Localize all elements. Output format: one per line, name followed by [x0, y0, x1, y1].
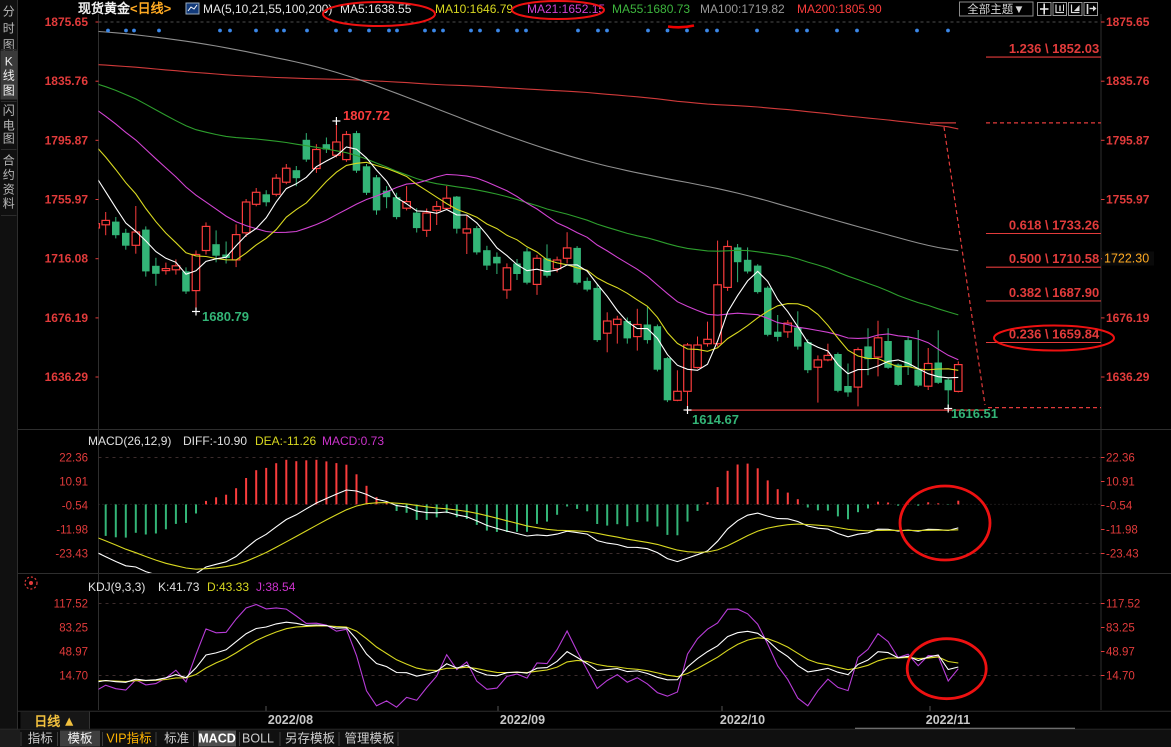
svg-text:<日线>: <日线> [130, 1, 172, 16]
svg-text:1614.67: 1614.67 [692, 412, 739, 427]
svg-text:料: 料 [3, 197, 15, 211]
svg-text:BOLL: BOLL [242, 732, 274, 746]
svg-text:指标: 指标 [28, 731, 53, 746]
svg-text:48.97: 48.97 [59, 647, 88, 659]
svg-text:日线: 日线 [34, 714, 60, 729]
svg-text:1722.30: 1722.30 [1104, 252, 1149, 266]
svg-text:MA5:1638.55: MA5:1638.55 [340, 2, 412, 16]
svg-text:117.52: 117.52 [54, 599, 88, 611]
svg-text:全部主题▼: 全部主题▼ [967, 2, 1024, 16]
svg-text:2022/11: 2022/11 [926, 713, 971, 727]
svg-text:另存模板: 另存模板 [285, 732, 336, 746]
svg-text:0.236 \ 1659.84: 0.236 \ 1659.84 [1009, 327, 1100, 342]
svg-text:22.36: 22.36 [59, 453, 88, 465]
svg-text:0.382 \ 1687.90: 0.382 \ 1687.90 [1009, 285, 1099, 300]
svg-text:2022/08: 2022/08 [268, 713, 313, 727]
svg-text:1636.29: 1636.29 [1106, 370, 1150, 384]
svg-text:22.36: 22.36 [1106, 453, 1135, 465]
svg-text:标准: 标准 [164, 732, 189, 746]
svg-text:MA(5,10,21,55,100,200): MA(5,10,21,55,100,200) [203, 2, 332, 16]
svg-text:10.91: 10.91 [1106, 477, 1135, 489]
svg-text:117.52: 117.52 [1106, 599, 1140, 611]
svg-text:图: 图 [3, 132, 15, 146]
svg-text:-23.43: -23.43 [55, 549, 88, 561]
svg-text:1835.76: 1835.76 [1106, 74, 1150, 88]
svg-text:1716.08: 1716.08 [45, 252, 89, 266]
svg-text:电: 电 [3, 119, 15, 133]
svg-text:14.70: 14.70 [1106, 671, 1135, 683]
svg-text:-0.54: -0.54 [1106, 501, 1133, 513]
svg-text:1676.19: 1676.19 [1106, 311, 1150, 325]
svg-text:MACD(26,12,9): MACD(26,12,9) [88, 434, 171, 448]
svg-text:-11.98: -11.98 [56, 525, 88, 537]
svg-text:分: 分 [3, 5, 15, 19]
svg-text:约: 约 [3, 167, 15, 182]
svg-text:K:41.73: K:41.73 [158, 580, 200, 594]
svg-text:K: K [5, 55, 13, 69]
svg-text:1795.87: 1795.87 [1106, 133, 1150, 147]
svg-text:线: 线 [3, 69, 15, 83]
svg-text:83.25: 83.25 [59, 623, 88, 635]
svg-text:KDJ(9,3,3): KDJ(9,3,3) [88, 580, 145, 594]
svg-text:1755.97: 1755.97 [1106, 193, 1150, 207]
svg-text:1616.51: 1616.51 [951, 406, 998, 421]
svg-text:-11.98: -11.98 [1106, 525, 1138, 537]
svg-text:-23.43: -23.43 [1106, 549, 1139, 561]
svg-text:时: 时 [3, 21, 15, 35]
svg-text:83.25: 83.25 [1106, 623, 1135, 635]
svg-text:2022/10: 2022/10 [720, 713, 765, 727]
svg-text:MA100:1719.82: MA100:1719.82 [700, 2, 785, 16]
svg-text:模板: 模板 [67, 732, 93, 746]
svg-text:D:43.33: D:43.33 [207, 580, 249, 594]
svg-text:MA55:1680.73: MA55:1680.73 [612, 2, 690, 16]
svg-text:-0.54: -0.54 [62, 501, 89, 513]
svg-text:管理模板: 管理模板 [344, 731, 395, 746]
svg-text:48.97: 48.97 [1106, 647, 1135, 659]
svg-text:1755.97: 1755.97 [45, 193, 89, 207]
svg-text:J:38.54: J:38.54 [256, 580, 296, 594]
svg-text:14.70: 14.70 [59, 671, 88, 683]
svg-text:2022/09: 2022/09 [500, 713, 545, 727]
svg-text:现货黄金: 现货黄金 [78, 1, 131, 16]
svg-text:MA200:1805.90: MA200:1805.90 [797, 2, 882, 16]
svg-text:图: 图 [3, 38, 15, 52]
svg-text:1795.87: 1795.87 [45, 133, 89, 147]
svg-text:10.91: 10.91 [59, 477, 88, 489]
svg-text:VIP指标: VIP指标 [106, 731, 151, 746]
svg-text:1636.29: 1636.29 [45, 370, 89, 384]
svg-text:0.618 \ 1733.26: 0.618 \ 1733.26 [1009, 218, 1099, 233]
svg-text:1676.19: 1676.19 [45, 311, 89, 325]
svg-text:1680.79: 1680.79 [202, 309, 249, 324]
svg-text:图: 图 [3, 84, 15, 98]
svg-text:0.500 \ 1710.58: 0.500 \ 1710.58 [1009, 251, 1099, 266]
svg-text:资: 资 [3, 182, 15, 196]
svg-text:1875.65: 1875.65 [1106, 15, 1150, 29]
svg-text:DIFF:-10.90: DIFF:-10.90 [183, 434, 247, 448]
svg-text:1.236 \ 1852.03: 1.236 \ 1852.03 [1009, 41, 1099, 56]
svg-text:1875.65: 1875.65 [45, 15, 89, 29]
svg-text:MA10:1646.79: MA10:1646.79 [435, 2, 513, 16]
svg-text:1835.76: 1835.76 [45, 74, 89, 88]
svg-text:1807.72: 1807.72 [343, 108, 390, 123]
svg-text:MA21:1652.15: MA21:1652.15 [527, 2, 605, 16]
svg-text:DEA:-11.26: DEA:-11.26 [255, 434, 316, 448]
svg-text:MACD: MACD [198, 732, 236, 746]
svg-text:合: 合 [3, 153, 15, 168]
svg-text:闪: 闪 [3, 104, 15, 118]
svg-text:MACD:0.73: MACD:0.73 [322, 434, 384, 448]
